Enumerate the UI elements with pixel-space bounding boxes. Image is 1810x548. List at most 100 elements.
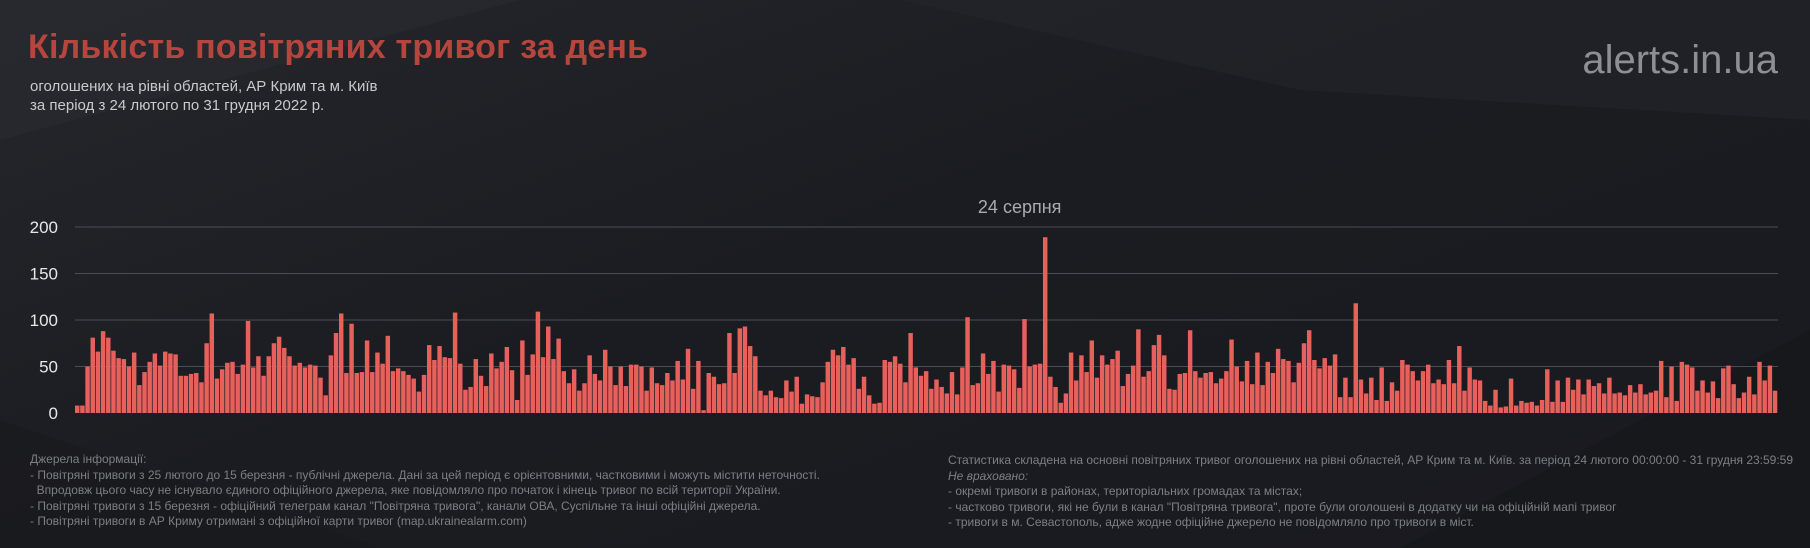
bar bbox=[965, 317, 970, 413]
bar bbox=[1218, 378, 1224, 413]
bar bbox=[183, 375, 189, 413]
bar bbox=[1669, 366, 1674, 413]
bar bbox=[722, 383, 727, 413]
bar bbox=[1420, 371, 1426, 413]
bar bbox=[147, 361, 152, 413]
bar bbox=[634, 364, 639, 413]
bar bbox=[126, 366, 132, 413]
bar bbox=[789, 391, 794, 413]
bar bbox=[1296, 362, 1302, 413]
bar bbox=[1705, 392, 1710, 413]
bar bbox=[1498, 407, 1503, 413]
methodology-line: Статистика складена на основні повітряни… bbox=[948, 453, 1794, 467]
bar bbox=[1374, 399, 1379, 413]
subtitle-line-2: за період з 24 лютого по 31 грудня 2022 … bbox=[30, 97, 325, 114]
bar bbox=[1472, 379, 1478, 413]
bar bbox=[577, 390, 582, 413]
bar bbox=[276, 336, 282, 413]
bar bbox=[209, 313, 215, 413]
bar bbox=[432, 359, 437, 413]
bar bbox=[225, 362, 230, 413]
bar bbox=[1539, 399, 1545, 413]
bar bbox=[1627, 385, 1633, 413]
bar bbox=[1213, 383, 1219, 413]
bar bbox=[1136, 329, 1141, 413]
bar bbox=[1431, 383, 1436, 413]
bar bbox=[1032, 364, 1038, 413]
bar bbox=[1358, 379, 1364, 413]
bar bbox=[426, 345, 432, 413]
bar bbox=[1208, 372, 1214, 413]
bar bbox=[302, 367, 308, 413]
bar bbox=[323, 395, 328, 413]
bar bbox=[540, 357, 546, 413]
bar bbox=[1746, 376, 1752, 413]
bar bbox=[1156, 334, 1162, 413]
bar bbox=[825, 361, 831, 413]
bar bbox=[1327, 365, 1333, 413]
bar bbox=[307, 364, 313, 413]
bar bbox=[173, 354, 178, 413]
bar bbox=[1565, 377, 1571, 413]
bar bbox=[1596, 383, 1602, 413]
bar bbox=[659, 385, 665, 413]
bar bbox=[1602, 393, 1607, 413]
bar bbox=[219, 369, 225, 413]
bar bbox=[1275, 348, 1281, 413]
bar bbox=[1679, 361, 1685, 413]
bar bbox=[100, 331, 106, 413]
bar bbox=[1607, 377, 1612, 413]
bar bbox=[582, 383, 587, 413]
y-axis-ticks: 0 50 100 150 200 bbox=[30, 218, 58, 420]
bar bbox=[214, 378, 220, 413]
bar bbox=[1027, 366, 1032, 413]
bars bbox=[75, 237, 1778, 413]
bar bbox=[157, 365, 163, 413]
bar bbox=[1415, 380, 1421, 413]
bar bbox=[375, 352, 380, 413]
bar bbox=[370, 372, 375, 413]
bar bbox=[1545, 369, 1550, 413]
bar bbox=[1519, 400, 1524, 413]
bar bbox=[960, 367, 965, 413]
bar bbox=[732, 373, 737, 413]
bar bbox=[1068, 352, 1074, 413]
bar bbox=[1441, 384, 1446, 413]
bar bbox=[287, 356, 292, 413]
bar bbox=[1079, 355, 1084, 413]
bar bbox=[1363, 393, 1369, 413]
methodology-line: - окремі тривоги в районах, територіальн… bbox=[948, 484, 1303, 498]
bar bbox=[328, 355, 334, 413]
bar bbox=[975, 383, 981, 413]
brand-logo-text: alerts.in.ua bbox=[1582, 38, 1778, 82]
bar bbox=[256, 356, 261, 413]
bar bbox=[727, 333, 732, 413]
bar bbox=[1446, 359, 1452, 413]
bar bbox=[903, 382, 908, 413]
bar bbox=[1317, 368, 1322, 413]
bar bbox=[649, 367, 655, 413]
bar bbox=[271, 343, 277, 413]
bar bbox=[644, 390, 649, 413]
bar bbox=[810, 396, 815, 413]
bar bbox=[1762, 380, 1767, 413]
bar bbox=[131, 352, 137, 413]
bar bbox=[872, 403, 877, 413]
bar bbox=[1410, 371, 1415, 413]
bar bbox=[1338, 397, 1343, 413]
bar bbox=[602, 349, 608, 413]
bar bbox=[592, 373, 598, 413]
bar bbox=[395, 368, 401, 413]
bar bbox=[494, 368, 499, 413]
bar bbox=[784, 380, 789, 413]
bar bbox=[1312, 359, 1317, 413]
bar bbox=[230, 361, 235, 413]
bar bbox=[1089, 340, 1094, 413]
bar bbox=[970, 385, 975, 413]
bar bbox=[1638, 384, 1643, 413]
bar bbox=[680, 379, 686, 413]
bar bbox=[1105, 364, 1110, 413]
bar bbox=[1451, 383, 1457, 413]
bar bbox=[199, 382, 204, 413]
bar bbox=[1074, 380, 1079, 413]
